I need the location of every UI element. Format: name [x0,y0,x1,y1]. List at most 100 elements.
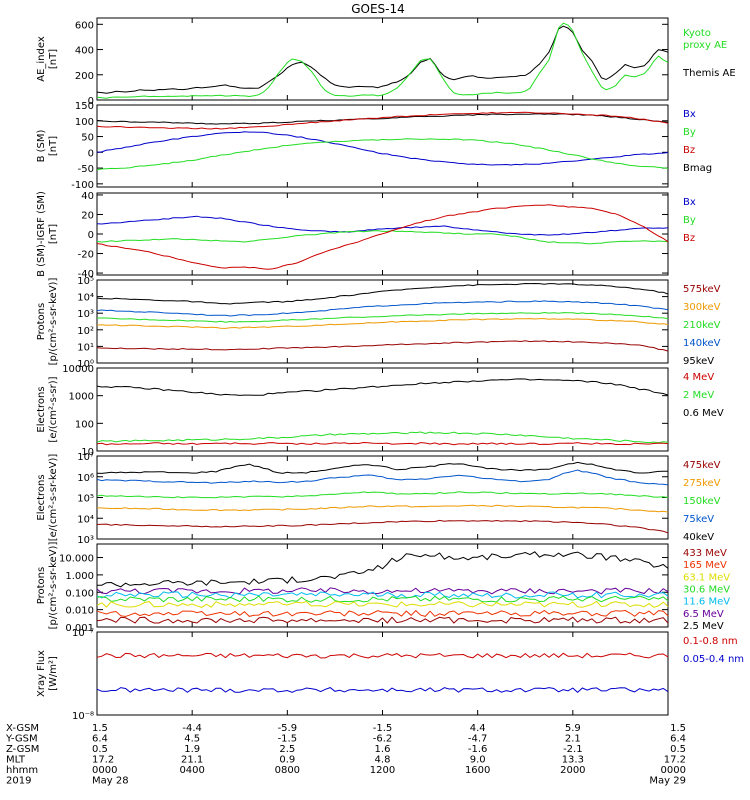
y-tick-label: 10⁰ [77,359,94,370]
legend-entry: 0.6 MeV [683,408,724,419]
footer-cell: 1.5 [670,723,686,734]
y-axis-label: B (SM) [36,129,47,162]
y-tick-label: 10.000 [59,554,94,565]
legend-entry: 75keV [683,514,714,525]
y-tick-label: -40 [78,269,94,280]
footer-cell: 1.6 [375,744,391,755]
y-axis-label: [nT] [48,224,59,244]
legend-entry: Bx [683,197,696,208]
series-line [96,111,669,130]
series-line [96,595,669,603]
series-line [96,587,669,595]
chart-title: GOES-14 [351,2,405,16]
footer-cell: 2.5 [279,744,295,755]
y-tick-label: 10⁴ [77,514,94,525]
y-axis-label: Electrons [36,474,47,520]
panel-frame [96,279,669,364]
y-axis-label: Protons [36,303,47,340]
legend-entry: 275keV [683,478,721,489]
panel-electrons1: 10 100 1000 10000 Electrons [e/(cm²-s-sr)] 4 M… [36,364,724,458]
footer-cell: 0800 [275,765,300,776]
y-tick-label: 100 [75,117,94,128]
footer-cell: 0.9 [279,755,295,766]
legend-entry: 575keV [683,284,721,295]
footer-cell: 0000 [92,765,117,776]
legend-entry: By [683,127,696,138]
series-line [96,340,669,352]
y-tick-label: 0.100 [65,588,94,599]
footer-cell: 1600 [465,765,490,776]
footer-cell: 9.0 [470,755,486,766]
y-tick-label: 10⁻⁸ [72,711,94,722]
footer-cell: -1.6 [468,744,488,755]
legend-entry: 0.05-0.4 nm [683,654,744,665]
legend-entry: Kyoto [683,28,711,39]
y-tick-label: 0 [88,230,94,241]
y-tick-label: 10⁵ [77,276,94,287]
y-tick-label: 0 [88,148,94,159]
legend-entry: Bmag [683,163,712,174]
series-line [96,551,669,588]
y-tick-label: 10⁻⁷ [72,628,94,639]
footer-cell: 13.3 [562,755,584,766]
series-line [96,652,669,659]
series-line [97,311,669,323]
legend-entry: 63.1 MeV [683,572,730,583]
footer-cell: 17.2 [664,755,686,766]
legend-entry: 95keV [683,356,714,367]
y-tick-label: 600 [75,20,94,31]
y-axis-label: AE_index [36,36,47,82]
footer-cell: -1.5 [278,734,298,745]
footer-cell: 1200 [370,765,395,776]
legend-entry: Bx [683,109,696,120]
footer-cell: -4.7 [468,734,488,745]
footer-cell: 0000 [661,765,686,776]
footer-cell: -2.1 [563,744,583,755]
footer-cell: 6.4 [670,734,686,745]
y-tick-label: 10 [81,447,94,458]
panel-bsm: -100 -50 0 50 100 150 B (SM) [nT] Bx By Bz Bmag [36,101,712,191]
footer-row-label: Y-GSM [5,734,38,745]
series-line [96,687,669,693]
y-tick-label: 1000 [69,392,94,403]
series-line [96,441,669,446]
y-axis-label: B (SM)-IGRF (SM) [36,191,47,277]
legend-entry: 165 MeV [683,560,727,571]
legend-entry: 6.5 MeV [683,609,724,620]
series-line [96,25,669,94]
legend-entry: 140keV [683,338,721,349]
footer-cell: -1.5 [373,723,393,734]
y-tick-label: 0.010 [65,606,94,617]
series-line [96,616,669,624]
series-line [96,215,669,236]
footer-cell: 0400 [179,765,204,776]
panel-xray: 10⁻⁸ 10⁻⁷ Xray Flux [W/m²] 0.1-0.8 nm 0.05-0.… [36,628,744,722]
series-line [96,204,669,270]
footer-cell: 1.9 [184,744,200,755]
series-line [96,131,669,166]
series-line [96,504,669,513]
legend-entry: 2 MeV [683,390,714,401]
legend-entry: 210keV [683,320,721,331]
series-line [96,469,669,486]
series-line [96,491,669,499]
y-tick-label: 10⁵ [77,494,94,505]
legend-entry: 2.5 MeV [683,621,724,632]
series-line [96,300,669,317]
y-tick-label: 10² [77,326,94,337]
series-line [96,113,669,125]
y-tick-label: 10³ [77,309,94,320]
series-line [96,318,669,329]
footer-cell: 5.9 [565,723,581,734]
legend-entry: Bz [683,233,695,244]
y-tick-label: 1.000 [65,571,94,582]
y-tick-label: 10⁴ [77,293,94,304]
y-tick-label: 10⁷ [77,452,94,463]
legend-entry: 4 MeV [683,372,714,383]
footer-cell: -4.4 [182,723,202,734]
y-tick-label: -20 [78,250,94,261]
y-tick-label: 40 [81,191,94,202]
panel-frame [96,17,669,101]
y-axis-label: [W/m²] [48,656,59,691]
